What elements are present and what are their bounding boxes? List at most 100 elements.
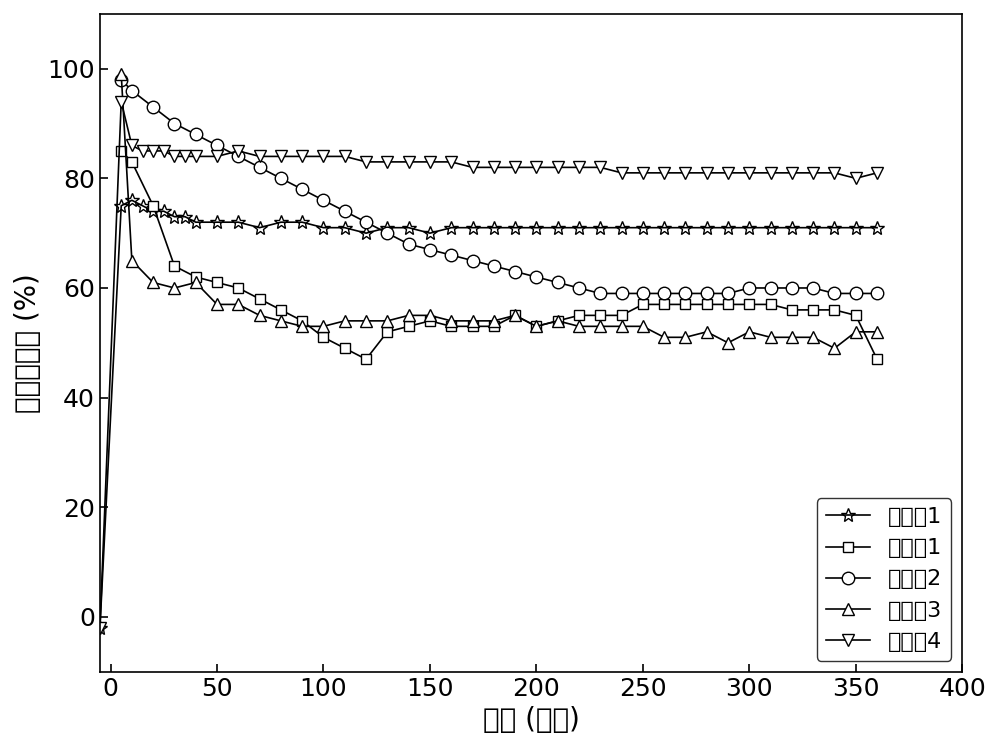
对比例1 xyxy=(424,316,436,325)
对比例3 xyxy=(232,300,244,309)
对比例1 xyxy=(360,355,372,364)
对比例3 xyxy=(126,256,138,265)
对比例3 xyxy=(296,322,308,331)
对比例4 xyxy=(807,168,819,177)
对比例4 xyxy=(211,152,223,161)
对比例4 xyxy=(445,157,457,166)
对比例1 xyxy=(573,311,585,320)
实施例1 xyxy=(360,229,372,238)
对比例1 xyxy=(765,300,777,309)
对比例4 xyxy=(679,168,691,177)
实施例1 xyxy=(679,223,691,232)
对比例2 xyxy=(552,278,564,287)
实施例1 xyxy=(488,223,500,232)
对比例4 xyxy=(403,157,415,166)
实施例1 xyxy=(445,223,457,232)
对比例4 xyxy=(296,152,308,161)
对比例1 xyxy=(658,300,670,309)
对比例4 xyxy=(147,147,159,156)
对比例1 xyxy=(296,316,308,325)
对比例1 xyxy=(275,305,287,314)
对比例4 xyxy=(94,623,106,632)
对比例1 xyxy=(232,283,244,292)
对比例3 xyxy=(424,311,436,320)
对比例2 xyxy=(126,86,138,95)
对比例3 xyxy=(509,311,521,320)
实施例1 xyxy=(158,206,170,215)
对比例3 xyxy=(658,333,670,342)
对比例1 xyxy=(381,328,393,337)
对比例4 xyxy=(275,152,287,161)
对比例4 xyxy=(828,168,840,177)
对比例4 xyxy=(467,163,479,172)
对比例4 xyxy=(701,168,713,177)
对比例2 xyxy=(339,206,351,215)
实施例1 xyxy=(594,223,606,232)
实施例1 xyxy=(137,201,149,210)
对比例1 xyxy=(211,278,223,287)
对比例3 xyxy=(679,333,691,342)
对比例1 xyxy=(594,311,606,320)
对比例3 xyxy=(552,316,564,325)
实施例1 xyxy=(828,223,840,232)
对比例2 xyxy=(679,289,691,298)
实施例1 xyxy=(232,218,244,227)
对比例1 xyxy=(445,322,457,331)
对比例4 xyxy=(509,163,521,172)
实施例1 xyxy=(509,223,521,232)
对比例2 xyxy=(190,130,202,139)
对比例4 xyxy=(179,152,191,161)
对比例4 xyxy=(317,152,329,161)
对比例1 xyxy=(828,305,840,314)
Line: 对比例4: 对比例4 xyxy=(94,96,883,634)
X-axis label: 时间 (分钟): 时间 (分钟) xyxy=(483,706,580,734)
实施例1 xyxy=(296,218,308,227)
对比例2 xyxy=(403,239,415,248)
对比例2 xyxy=(658,289,670,298)
对比例1 xyxy=(530,322,542,331)
对比例2 xyxy=(807,283,819,292)
实施例1 xyxy=(179,212,191,221)
对比例1 xyxy=(488,322,500,331)
对比例1 xyxy=(403,322,415,331)
对比例4 xyxy=(616,168,628,177)
对比例3 xyxy=(701,328,713,337)
实施例1 xyxy=(467,223,479,232)
对比例3 xyxy=(360,316,372,325)
对比例2 xyxy=(850,289,862,298)
Y-axis label: 甲苯转化率 (%): 甲苯转化率 (%) xyxy=(14,273,42,413)
实施例1 xyxy=(871,223,883,232)
对比例4 xyxy=(658,168,670,177)
对比例2 xyxy=(871,289,883,298)
对比例3 xyxy=(254,311,266,320)
对比例3 xyxy=(637,322,649,331)
对比例4 xyxy=(765,168,777,177)
对比例4 xyxy=(232,147,244,156)
实施例1 xyxy=(339,223,351,232)
对比例3 xyxy=(381,316,393,325)
对比例4 xyxy=(126,141,138,150)
对比例2 xyxy=(115,76,127,85)
对比例3 xyxy=(850,328,862,337)
实施例1 xyxy=(275,218,287,227)
对比例3 xyxy=(765,333,777,342)
实施例1 xyxy=(115,201,127,210)
对比例3 xyxy=(190,278,202,287)
对比例1 xyxy=(339,344,351,353)
对比例4 xyxy=(339,152,351,161)
对比例1 xyxy=(679,300,691,309)
实施例1 xyxy=(850,223,862,232)
对比例3 xyxy=(147,278,159,287)
对比例3 xyxy=(403,311,415,320)
对比例1 xyxy=(552,316,564,325)
对比例4 xyxy=(786,168,798,177)
对比例2 xyxy=(594,289,606,298)
对比例2 xyxy=(509,267,521,276)
对比例3 xyxy=(722,338,734,347)
对比例2 xyxy=(701,289,713,298)
实施例1 xyxy=(403,223,415,232)
对比例1 xyxy=(807,305,819,314)
对比例3 xyxy=(807,333,819,342)
对比例3 xyxy=(488,316,500,325)
对比例4 xyxy=(722,168,734,177)
